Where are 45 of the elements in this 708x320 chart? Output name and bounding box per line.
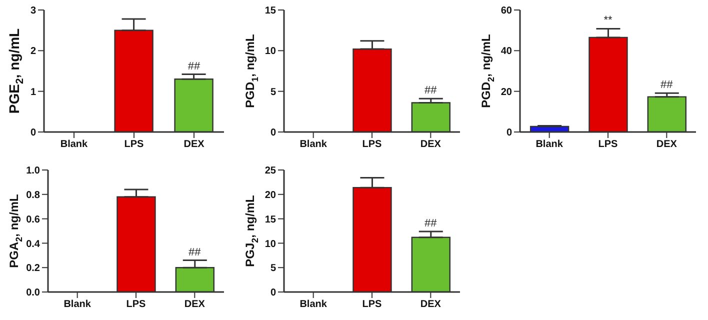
y-tick-label: 0.6 xyxy=(26,214,40,226)
x-tick-label: LPS xyxy=(362,139,382,150)
x-tick-label: Blank xyxy=(64,299,92,310)
x-tick-label: Blank xyxy=(300,139,328,150)
y-tick-label: 5 xyxy=(270,263,276,274)
x-tick-label: DEX xyxy=(420,139,442,150)
y-tick-label: 0.4 xyxy=(26,238,40,250)
y-tick-label: 2 xyxy=(30,46,36,58)
x-tick-label: DEX xyxy=(184,139,205,150)
x-tick-label: LPS xyxy=(362,299,382,310)
y-tick-label: 20 xyxy=(500,86,512,98)
y-tick-label: 40 xyxy=(500,46,512,58)
y-tick-label: 15 xyxy=(264,6,276,17)
y-tick-label: 10 xyxy=(264,238,276,250)
y-tick-label: 0 xyxy=(506,128,512,139)
y-tick-label: 1 xyxy=(30,86,36,98)
y-tick-label: 5 xyxy=(270,86,276,98)
y-tick-label: 60 xyxy=(500,6,512,17)
x-tick-label: Blank xyxy=(536,139,564,150)
y-tick-label: 0.8 xyxy=(26,190,40,201)
x-tick-label: Blank xyxy=(60,139,88,150)
y-tick-label: 0 xyxy=(270,288,276,299)
x-tick-label: LPS xyxy=(126,299,146,310)
annotation: ## xyxy=(188,246,202,258)
y-tick-label: 20 xyxy=(264,190,276,201)
y-tick-label: 15 xyxy=(264,214,276,226)
y-tick-label: 25 xyxy=(264,166,276,177)
y-tick-label: 3 xyxy=(30,6,36,17)
annotation: ## xyxy=(424,84,438,97)
y-tick-label: 0.0 xyxy=(26,288,40,299)
annotation: ** xyxy=(604,14,613,27)
x-tick-label: LPS xyxy=(598,139,618,150)
y-tick-label: 1.0 xyxy=(26,166,40,177)
x-tick-label: LPS xyxy=(124,139,144,150)
y-tick-label: 10 xyxy=(264,46,276,58)
annotation: ## xyxy=(188,60,201,72)
x-tick-label: DEX xyxy=(420,299,442,310)
y-tick-label: 0 xyxy=(270,128,276,139)
y-tick-label: 0 xyxy=(30,128,36,139)
y-tick-label: 0.2 xyxy=(26,263,40,274)
x-tick-label: DEX xyxy=(184,299,206,310)
x-tick-label: DEX xyxy=(656,139,678,150)
x-tick-label: Blank xyxy=(300,299,328,310)
annotation: ## xyxy=(424,217,438,230)
annotation: ## xyxy=(660,79,674,92)
